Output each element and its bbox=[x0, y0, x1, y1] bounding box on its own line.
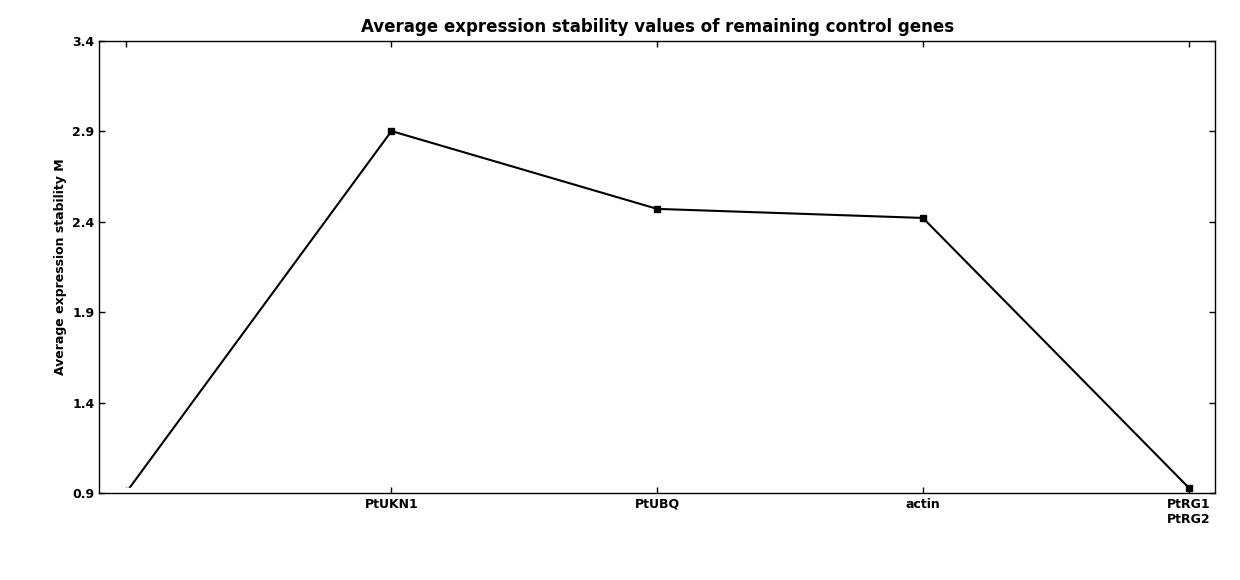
Y-axis label: Average expression stability M: Average expression stability M bbox=[53, 158, 67, 375]
Title: Average expression stability values of remaining control genes: Average expression stability values of r… bbox=[361, 18, 954, 37]
